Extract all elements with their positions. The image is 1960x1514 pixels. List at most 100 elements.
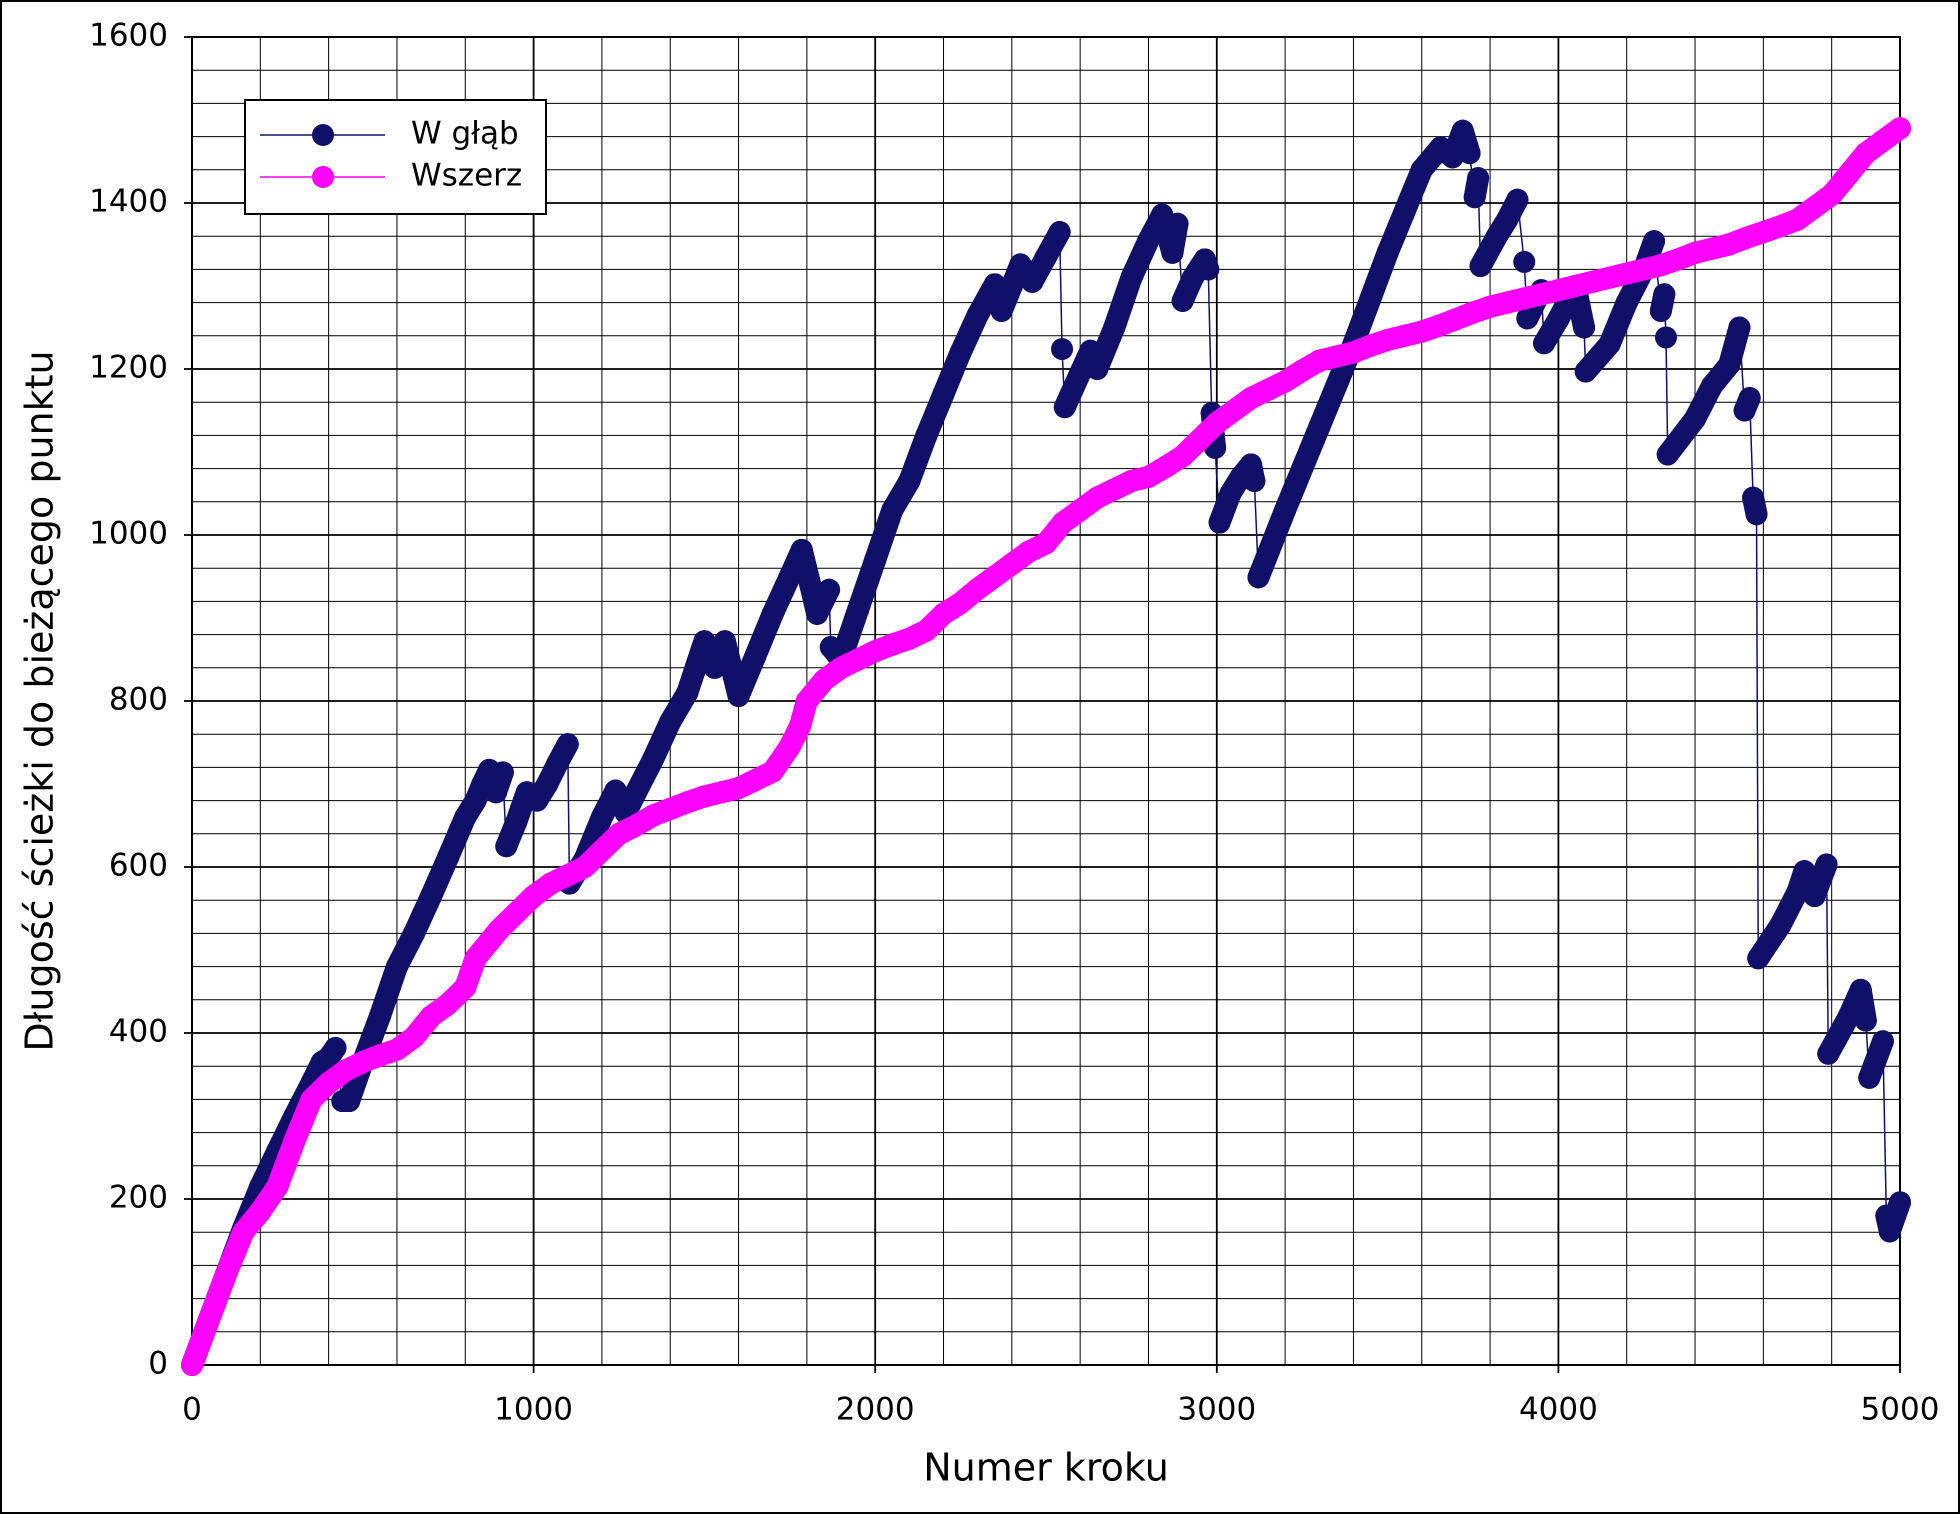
- marker: [526, 789, 549, 812]
- marker: [437, 992, 460, 1015]
- legend: W głąb Wszerz: [244, 99, 547, 215]
- marker: [1837, 1005, 1860, 1028]
- marker: [300, 1088, 323, 1111]
- marker: [1243, 470, 1266, 493]
- legend-marker: [312, 166, 334, 188]
- marker: [1889, 1191, 1911, 1214]
- marker: [1738, 387, 1761, 410]
- marker: [778, 735, 801, 758]
- marker: [847, 648, 870, 671]
- marker: [198, 1308, 221, 1331]
- marker: [1701, 374, 1724, 397]
- marker: [1581, 270, 1604, 293]
- marker: [266, 1175, 289, 1198]
- marker: [232, 1221, 255, 1244]
- marker: [1649, 254, 1672, 277]
- x-tick-label: 4000: [1519, 1392, 1598, 1428]
- marker: [1533, 332, 1556, 355]
- marker: [1745, 503, 1768, 526]
- marker: [744, 768, 767, 791]
- marker: [812, 669, 835, 692]
- marker: [1171, 289, 1194, 312]
- marker: [1463, 186, 1486, 209]
- marker: [1615, 262, 1638, 285]
- marker: [1803, 196, 1826, 219]
- marker: [1684, 241, 1707, 264]
- marker: [744, 644, 767, 667]
- marker: [1205, 411, 1228, 434]
- marker: [1247, 566, 1270, 589]
- marker: [556, 864, 579, 887]
- marker: [1188, 428, 1211, 451]
- marker: [1752, 221, 1775, 244]
- marker: [1222, 399, 1245, 422]
- marker: [966, 577, 989, 600]
- marker: [1342, 341, 1365, 364]
- x-tick-label: 3000: [1177, 1392, 1256, 1428]
- marker: [864, 640, 887, 663]
- marker: [1086, 358, 1109, 380]
- marker: [556, 733, 579, 756]
- x-tick-label: 2000: [836, 1392, 915, 1428]
- legend-label: W głąb: [411, 116, 519, 152]
- marker: [1871, 129, 1894, 152]
- marker: [1547, 279, 1570, 302]
- marker: [1485, 225, 1508, 248]
- marker: [1458, 142, 1481, 165]
- y-tick-label: 1600: [89, 18, 168, 54]
- marker: [1889, 117, 1911, 140]
- y-tick-label: 1000: [89, 516, 168, 552]
- marker: [1000, 553, 1023, 576]
- marker: [1815, 853, 1838, 876]
- marker: [713, 630, 736, 653]
- marker: [420, 885, 443, 908]
- marker: [990, 299, 1013, 322]
- marker: [334, 1059, 357, 1082]
- marker: [898, 627, 921, 650]
- marker: [1444, 308, 1467, 331]
- marker: [1666, 248, 1689, 271]
- marker: [1858, 1066, 1881, 1089]
- marker: [351, 1051, 374, 1074]
- marker: [249, 1200, 272, 1223]
- marker: [1274, 370, 1297, 393]
- marker: [983, 273, 1006, 296]
- marker: [830, 656, 853, 679]
- marker: [1239, 453, 1262, 476]
- marker: [1530, 283, 1553, 306]
- marker: [324, 1036, 347, 1059]
- marker: [464, 789, 487, 812]
- marker: [283, 1129, 306, 1152]
- marker: [1786, 208, 1809, 231]
- marker: [1069, 499, 1092, 522]
- marker: [536, 773, 559, 795]
- marker: [625, 781, 648, 804]
- marker: [1793, 860, 1816, 883]
- marker: [642, 748, 665, 771]
- marker: [539, 872, 562, 895]
- marker: [932, 382, 955, 405]
- marker: [1817, 1042, 1840, 1065]
- marker: [420, 1005, 443, 1028]
- marker: [1653, 283, 1676, 306]
- marker: [1786, 880, 1809, 903]
- marker: [1742, 486, 1765, 509]
- marker: [659, 797, 682, 820]
- marker: [1451, 119, 1474, 142]
- marker: [881, 499, 904, 522]
- legend-box: [244, 99, 547, 215]
- marker: [485, 781, 508, 804]
- marker: [495, 835, 518, 858]
- marker: [1728, 316, 1751, 339]
- plot-marks: [181, 117, 1911, 1376]
- marker: [1769, 914, 1792, 937]
- marker: [608, 822, 630, 845]
- marker: [818, 578, 841, 601]
- x-tick-label: 0: [182, 1392, 202, 1428]
- marker: [1257, 378, 1280, 401]
- marker: [1496, 208, 1519, 231]
- marker: [915, 619, 938, 642]
- y-axis-label: Długość ścieżki do bieżącego punktu: [18, 350, 62, 1051]
- marker: [1166, 212, 1189, 235]
